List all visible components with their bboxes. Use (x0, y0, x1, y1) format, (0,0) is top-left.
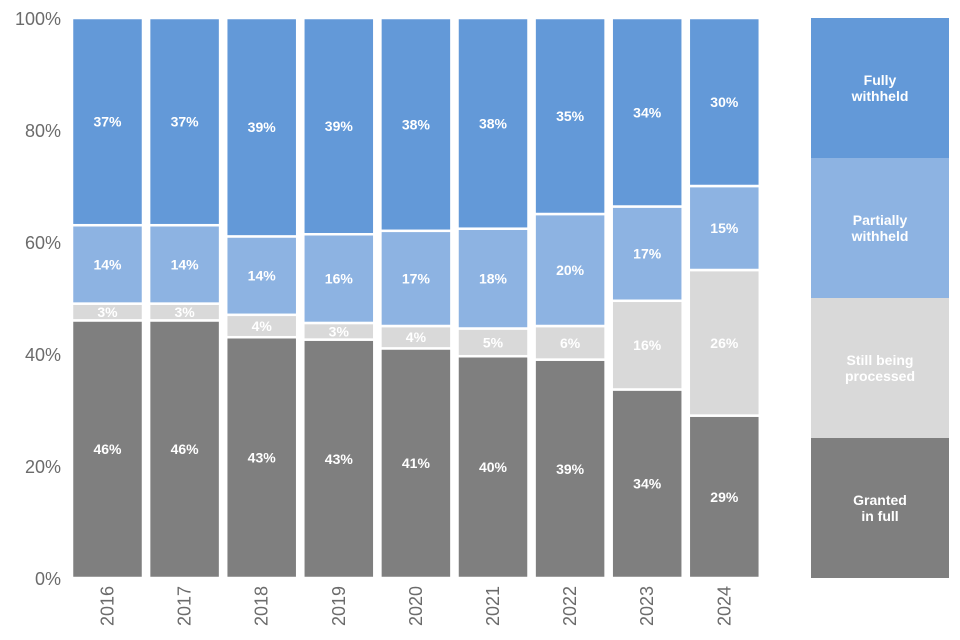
bar-segment (456, 16, 530, 230)
data-label: 26% (710, 335, 739, 351)
bar-segment (379, 347, 453, 580)
data-label: 3% (174, 304, 195, 320)
x-tick-label: 2024 (714, 586, 734, 626)
data-label: 38% (402, 116, 431, 132)
y-tick-label: 40% (25, 345, 61, 365)
data-label: 16% (325, 271, 354, 287)
bar-segment (302, 338, 376, 580)
legend-label: withheld (851, 228, 909, 244)
data-label: 4% (252, 318, 273, 334)
data-label: 5% (483, 334, 504, 350)
legend-label: Fully (864, 72, 897, 88)
bar-segment (687, 414, 762, 580)
x-tick-label: 2022 (560, 586, 580, 626)
data-label: 46% (93, 441, 122, 457)
bar-segment (687, 268, 762, 417)
data-label: 37% (171, 114, 200, 130)
data-label: 39% (325, 118, 354, 134)
bar-segment (302, 232, 376, 325)
bar-segment (302, 16, 376, 236)
data-label: 46% (171, 441, 200, 457)
legend-label: Partially (853, 212, 908, 228)
data-label: 14% (248, 268, 277, 284)
bar-segment (533, 324, 607, 361)
y-tick-label: 0% (35, 569, 61, 589)
data-label: 41% (402, 455, 431, 471)
bar-segment (456, 354, 530, 580)
data-label: 3% (97, 304, 118, 320)
bar-segment (687, 16, 762, 188)
x-tick-label: 2020 (406, 586, 426, 626)
bar-segment (533, 16, 607, 216)
bar-segment (224, 335, 299, 580)
data-label: 15% (710, 220, 739, 236)
legend-swatch (811, 18, 949, 158)
legend-swatch (811, 158, 949, 298)
bar-segment (379, 16, 453, 233)
data-label: 17% (633, 246, 662, 262)
legend-label: in full (861, 508, 898, 524)
data-label: 30% (710, 94, 739, 110)
x-tick-label: 2023 (637, 586, 657, 626)
x-tick-label: 2016 (98, 586, 118, 626)
data-label: 20% (556, 262, 585, 278)
data-label: 43% (325, 451, 354, 467)
data-label: 34% (633, 476, 662, 492)
data-label: 18% (479, 271, 508, 287)
bar-segment (224, 235, 299, 317)
data-label: 14% (93, 256, 122, 272)
bar-segment (533, 358, 607, 580)
data-label: 29% (710, 489, 739, 505)
data-label: 39% (556, 461, 585, 477)
legend-label: withheld (851, 88, 909, 104)
bar-segment (147, 319, 222, 580)
bar-segment (610, 205, 684, 303)
x-tick-label: 2017 (175, 586, 195, 626)
x-tick-label: 2018 (252, 586, 272, 626)
bar-segment (533, 212, 607, 328)
bar-segment (610, 16, 684, 208)
y-axis: 0% 20% 40% 60% 80% 100% (15, 9, 61, 589)
x-tick-label: 2021 (483, 586, 503, 626)
bar-segment (147, 16, 222, 227)
y-tick-label: 80% (25, 121, 61, 141)
bar-segment (70, 16, 145, 227)
legend-label: Granted (853, 492, 907, 508)
data-label: 34% (633, 104, 662, 120)
bar-segment (687, 184, 762, 272)
plot-area: 46% 3% 14% 37% 46% 3% 14% 37% 43% 4% 14% 39% 43% 3% 16… (70, 16, 762, 580)
legend-swatch (811, 298, 949, 438)
legend-swatch (811, 438, 949, 578)
legend-label: processed (845, 368, 915, 384)
data-label: 6% (560, 335, 581, 351)
bar-segment (224, 16, 299, 238)
data-label: 3% (329, 323, 350, 339)
y-tick-label: 60% (25, 233, 61, 253)
data-label: 35% (556, 108, 585, 124)
data-label: 37% (93, 114, 122, 130)
bar-segment (147, 223, 222, 305)
data-label: 38% (479, 115, 508, 131)
x-tick-label: 2019 (329, 586, 349, 626)
y-tick-label: 20% (25, 457, 61, 477)
data-label: 40% (479, 459, 508, 475)
bar-segment (456, 227, 530, 330)
data-label: 17% (402, 270, 431, 286)
data-label: 43% (248, 450, 277, 466)
data-label: 4% (406, 329, 427, 345)
data-label: 14% (171, 256, 200, 272)
bar-segment (379, 229, 453, 328)
legend-label: Still being (847, 352, 914, 368)
x-axis: 2016 2017 2018 2019 2020 2021 2022 2023 2024 (98, 586, 735, 626)
data-label: 39% (248, 119, 277, 135)
bar-segment (610, 388, 684, 580)
bar-segment (610, 299, 684, 391)
bar-segment (70, 319, 145, 580)
y-tick-label: 100% (15, 9, 61, 29)
data-label: 16% (633, 337, 662, 353)
